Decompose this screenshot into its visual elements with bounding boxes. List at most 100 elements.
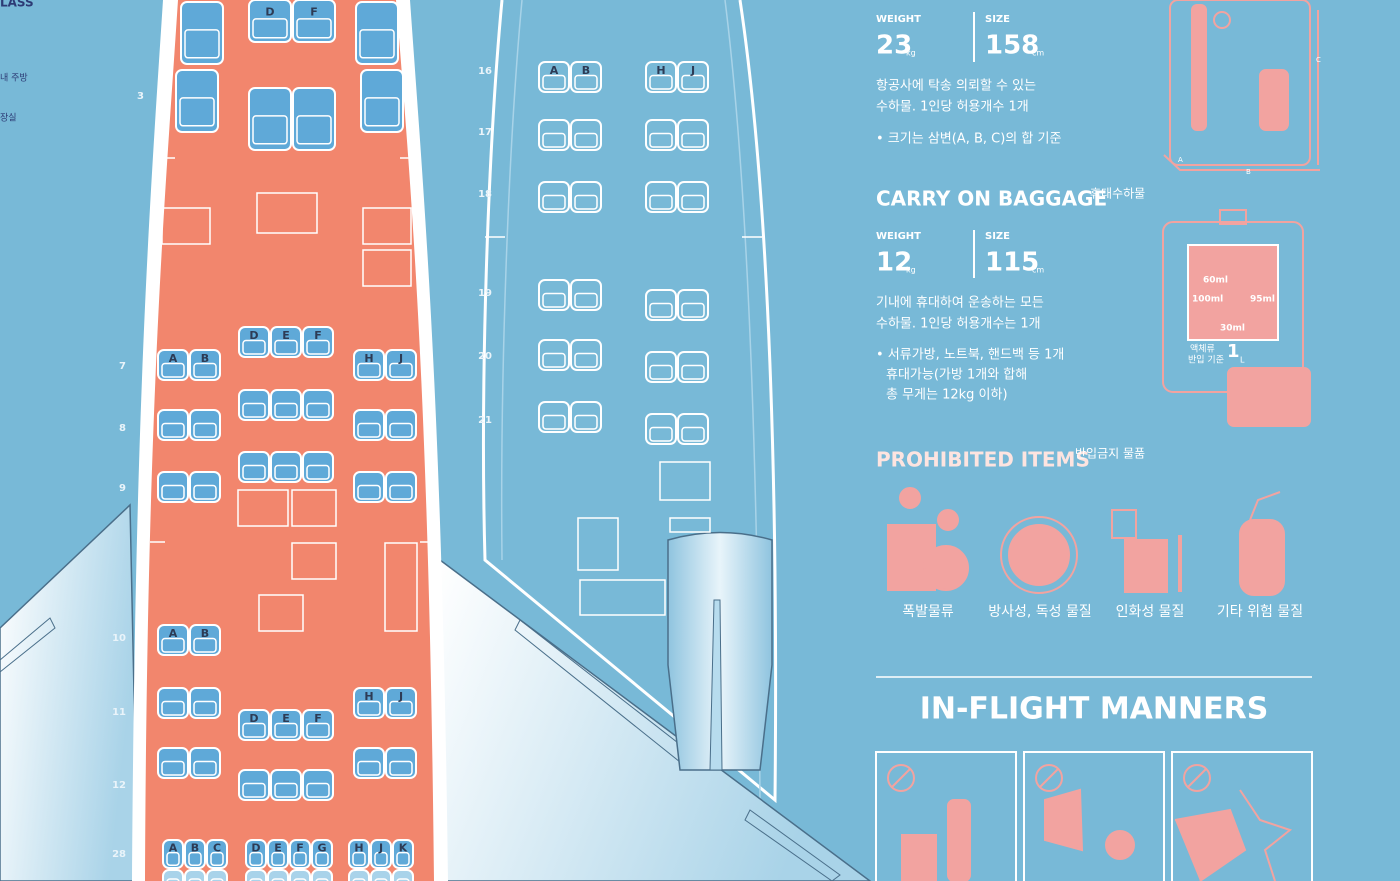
seat-cushion <box>574 292 598 308</box>
seat <box>570 339 602 371</box>
seat <box>245 869 267 881</box>
description: 수하물. 1인당 허용개수 1개 <box>876 100 1029 115</box>
seat <box>238 451 270 483</box>
seat-cushion <box>315 851 329 866</box>
seat-letter: H <box>364 690 373 703</box>
seat-cushion <box>681 302 705 318</box>
seat-cushion <box>249 851 263 866</box>
seat <box>302 451 334 483</box>
seat <box>392 839 414 869</box>
seat-cushion <box>681 194 705 210</box>
seat-cushion <box>396 878 410 881</box>
seat-cushion <box>274 782 298 798</box>
seat-cushion <box>242 782 266 798</box>
seat-cushion <box>357 422 381 438</box>
seat <box>677 119 709 151</box>
row-number: 21 <box>478 415 492 426</box>
seat-cushion <box>193 760 217 776</box>
seat-cushion <box>357 484 381 500</box>
seat <box>538 119 570 151</box>
seat-cushion <box>161 760 185 776</box>
seat-cushion <box>210 878 224 881</box>
engine-pylon <box>709 599 723 771</box>
spec-label: SIZE <box>985 231 1010 242</box>
seat-cushion <box>161 484 185 500</box>
seat-cushion <box>242 464 266 480</box>
seat-letter: B <box>201 352 209 365</box>
seat-cushion <box>252 18 288 39</box>
seat-cushion <box>542 352 566 368</box>
seat-cushion <box>315 878 329 881</box>
seat-cushion <box>242 722 266 738</box>
seat-cushion <box>389 760 413 776</box>
seat-cushion <box>252 115 288 145</box>
seat <box>289 869 311 881</box>
seat <box>157 747 189 779</box>
spec-unit: kg <box>906 49 916 58</box>
seat <box>206 839 228 869</box>
seat-cushion <box>649 74 673 90</box>
seat <box>538 279 570 311</box>
seat-letter: D <box>249 329 258 342</box>
seat-cushion <box>389 700 413 716</box>
seat <box>385 747 417 779</box>
row-number: 11 <box>112 707 126 718</box>
seat <box>385 349 417 381</box>
section-title-ko: 휴대수하물 <box>1090 187 1145 201</box>
liquid-label: 액체류 <box>1190 343 1215 355</box>
seat-cushion <box>193 484 217 500</box>
seat-letter: G <box>317 841 326 854</box>
seat-cushion <box>374 878 388 881</box>
seat-cushion <box>681 74 705 90</box>
class-label: LASS <box>0 0 34 10</box>
seat-cushion <box>193 637 217 653</box>
seat-cushion <box>574 132 598 148</box>
row-number: 18 <box>478 189 492 200</box>
seat-cushion <box>374 851 388 866</box>
seat <box>538 401 570 433</box>
seat <box>348 869 370 881</box>
seat-cushion <box>574 414 598 430</box>
spec-value: 158 <box>985 31 1039 61</box>
seat <box>245 839 267 869</box>
item-label: 기타 위험 물질 <box>1217 604 1303 620</box>
seat <box>238 769 270 801</box>
row-number: 12 <box>112 780 126 791</box>
seat <box>355 1 399 65</box>
seat-letter: F <box>310 6 318 19</box>
seat <box>353 349 385 381</box>
seat-cushion <box>161 422 185 438</box>
seat-cushion <box>161 700 185 716</box>
seat <box>270 451 302 483</box>
seat-cushion <box>166 878 180 881</box>
seat <box>267 839 289 869</box>
seat <box>392 869 414 881</box>
item-label: 방사성, 독성 물질 <box>988 604 1092 620</box>
seat-cushion <box>542 74 566 90</box>
icons <box>875 0 1320 881</box>
seat-letter: F <box>314 329 322 342</box>
section-title: IN-FLIGHT MANNERS <box>920 692 1269 727</box>
seat <box>570 401 602 433</box>
seat <box>677 61 709 93</box>
seat-cushion <box>389 362 413 378</box>
fuselage-outline <box>482 0 778 804</box>
legend: 내 주방 <box>0 73 28 84</box>
seat <box>353 747 385 779</box>
seat-cushion <box>574 74 598 90</box>
note: 총 무게는 12kg 이하) <box>886 388 1008 403</box>
seat-cushion <box>271 851 285 866</box>
seat-cushion <box>352 851 366 866</box>
seat-cushion <box>542 292 566 308</box>
seat <box>360 69 404 133</box>
seat-cushion <box>649 364 673 380</box>
seat <box>645 351 677 383</box>
seat-letter: D <box>265 6 274 19</box>
seat <box>189 687 221 719</box>
seat-cushion <box>274 402 298 418</box>
seat <box>645 413 677 445</box>
seat-cushion <box>357 700 381 716</box>
facilities <box>150 157 762 632</box>
